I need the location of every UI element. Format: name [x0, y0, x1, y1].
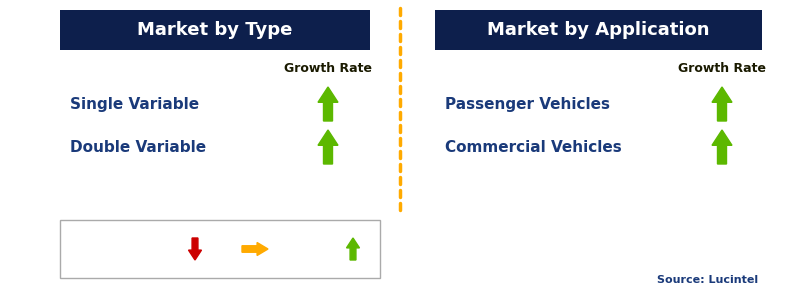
Text: Growth Rate: Growth Rate — [678, 61, 766, 74]
Polygon shape — [347, 238, 359, 260]
Text: Market by Application: Market by Application — [487, 21, 710, 39]
Text: Flat: Flat — [217, 234, 242, 244]
Text: <0%: <0% — [142, 257, 169, 267]
Text: Negative: Negative — [127, 234, 183, 244]
Text: Commercial Vehicles: Commercial Vehicles — [445, 140, 622, 155]
Text: CAGR: CAGR — [66, 237, 100, 247]
Polygon shape — [318, 130, 338, 164]
Text: Passenger Vehicles: Passenger Vehicles — [445, 98, 610, 112]
Polygon shape — [242, 242, 268, 256]
Text: Growth Rate: Growth Rate — [284, 61, 372, 74]
Bar — [435, 10, 762, 50]
Polygon shape — [188, 238, 202, 260]
Text: Single Variable: Single Variable — [70, 98, 199, 112]
Text: >3%: >3% — [294, 257, 321, 267]
Text: Market by Type: Market by Type — [137, 21, 292, 39]
Text: 0%-3%: 0%-3% — [210, 257, 250, 267]
Text: Double Variable: Double Variable — [70, 140, 206, 155]
Text: Growing: Growing — [281, 234, 333, 244]
Polygon shape — [318, 87, 338, 121]
Text: Source: Lucintel: Source: Lucintel — [657, 275, 758, 285]
Text: (2024-30):: (2024-30): — [66, 254, 132, 264]
Bar — [60, 220, 380, 278]
Polygon shape — [712, 87, 732, 121]
Polygon shape — [712, 130, 732, 164]
Bar — [60, 10, 370, 50]
